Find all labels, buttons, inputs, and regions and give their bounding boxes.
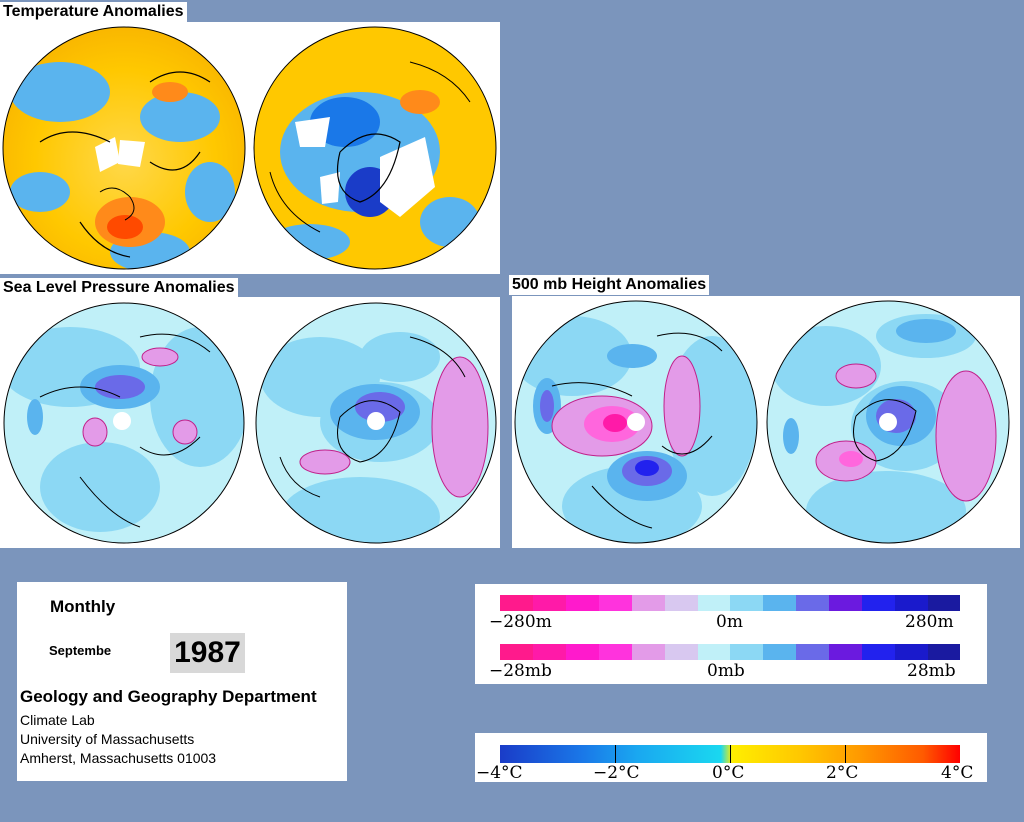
pressure-min-label: −28mb	[489, 661, 552, 681]
height-map-north	[514, 300, 758, 544]
height-colorbar	[500, 595, 960, 611]
temperature-map-south	[253, 26, 497, 270]
slp-map-south	[255, 302, 497, 544]
university-label: University of Massachusetts	[20, 731, 195, 747]
temperature-colorbar	[500, 745, 960, 763]
height-panel	[512, 296, 1020, 548]
slp-title: Sea Level Pressure Anomalies	[0, 278, 238, 298]
year-label: 1987	[170, 633, 245, 673]
slp-map-north	[3, 302, 245, 544]
anomaly-legend: −280m 0m 280m −28mb 0mb 28mb	[475, 584, 987, 684]
height-max-label: 280m	[905, 612, 954, 632]
info-box: Monthly Septembe 1987 Geology and Geogra…	[17, 582, 347, 781]
temperature-label-neg2: −2°C	[593, 763, 640, 783]
temperature-label-2: 2°C	[826, 763, 859, 783]
lab-label: Climate Lab	[20, 712, 95, 728]
temperature-label-neg4: −4°C	[476, 763, 523, 783]
pressure-colorbar	[500, 644, 960, 660]
height-title: 500 mb Height Anomalies	[509, 275, 710, 295]
height-min-label: −280m	[489, 612, 552, 632]
temperature-label-0: 0°C	[712, 763, 745, 783]
temperature-title: Temperature Anomalies	[0, 2, 187, 22]
height-mid-label: 0m	[716, 612, 743, 632]
address-label: Amherst, Massachusetts 01003	[20, 750, 217, 766]
month-label: Septembe	[49, 643, 112, 658]
period-label: Monthly	[50, 597, 116, 616]
temperature-map-north	[2, 26, 246, 270]
slp-panel	[0, 297, 500, 548]
temperature-legend: −4°C −2°C 0°C 2°C 4°C	[475, 733, 987, 782]
pressure-mid-label: 0mb	[707, 661, 745, 681]
department-label: Geology and Geography Department	[20, 687, 317, 706]
pressure-max-label: 28mb	[907, 661, 956, 681]
height-map-south	[766, 300, 1010, 544]
temperature-panel	[0, 22, 500, 274]
temperature-label-4: 4°C	[941, 763, 974, 783]
